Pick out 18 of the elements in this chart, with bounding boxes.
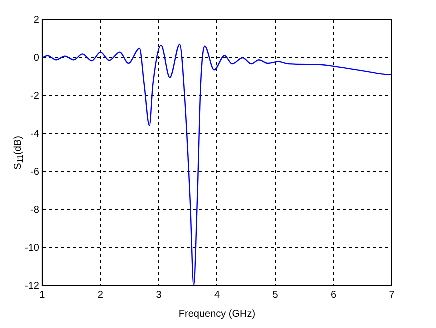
- x-tick-label: 5: [272, 290, 279, 301]
- y-tick-label: -12: [25, 280, 40, 292]
- y-tick-label: -6: [30, 166, 40, 178]
- x-tick-label: 4: [214, 290, 220, 301]
- y-tick-label: -4: [30, 128, 40, 140]
- y-tick-label: 0: [34, 52, 40, 64]
- x-tick-label: 2: [98, 290, 104, 301]
- x-tick-label: 1: [40, 290, 46, 301]
- x-axis-title: Frequency (GHz): [178, 308, 256, 320]
- x-tick-label: 7: [389, 290, 396, 301]
- y-tick-label: -10: [25, 242, 40, 254]
- y-tick-label: 2: [34, 14, 40, 26]
- y-tick-label: -8: [30, 204, 40, 216]
- line-series: [42, 44, 392, 286]
- y-tick-label: -2: [30, 90, 40, 102]
- y-axis-title: S11(dB): [12, 136, 26, 170]
- x-tick-label: 3: [156, 290, 162, 301]
- x-tick-label: 6: [330, 290, 337, 301]
